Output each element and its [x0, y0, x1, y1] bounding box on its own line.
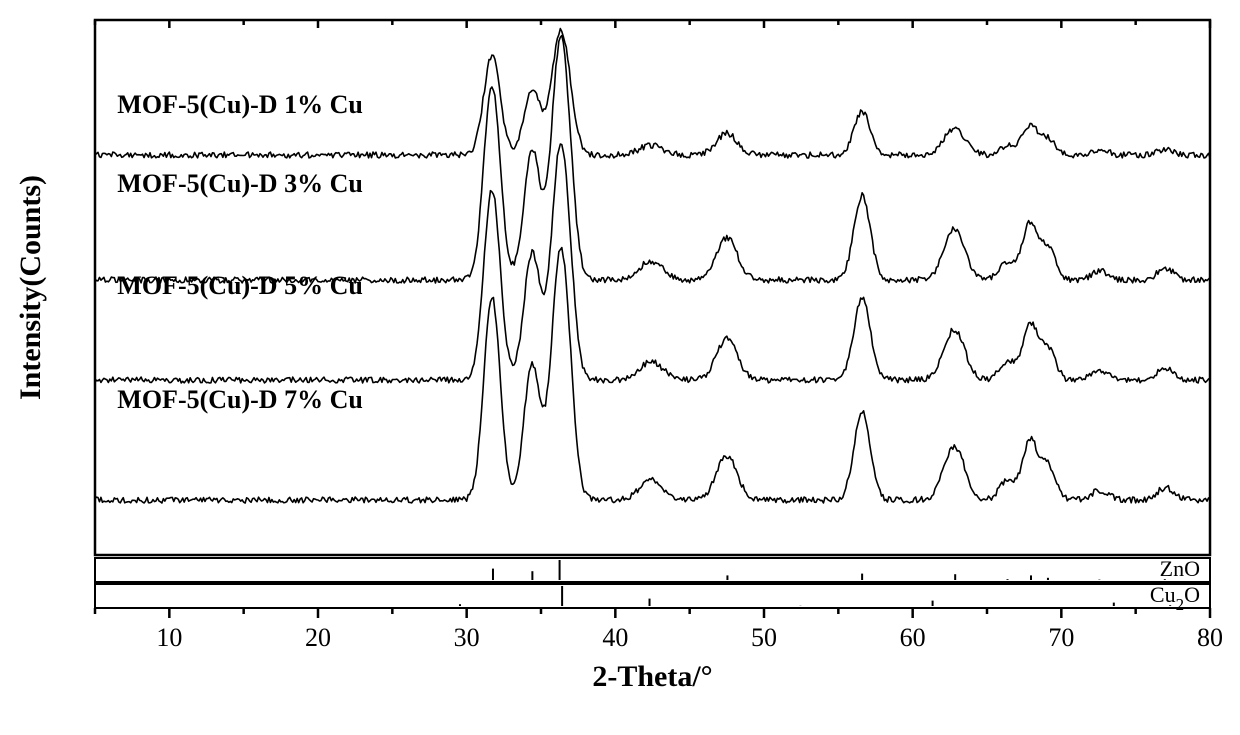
x-axis-label: 2-Theta/° [592, 660, 712, 693]
ref-panel-label: Cu2O [1150, 582, 1200, 614]
x-tick-label: 10 [156, 623, 182, 652]
xrd-figure-svg: 10 20 30 40 50 60 70 80 2-Theta/° Intensity(Count… [0, 0, 1240, 735]
x-tick-label: 50 [751, 623, 777, 652]
x-tick-label: 30 [454, 623, 480, 652]
x-tick-label: 40 [602, 623, 628, 652]
ref-panel-frame [95, 558, 1210, 582]
trace-label: MOF-5(Cu)-D 1% Cu [117, 90, 363, 119]
trace-label: MOF-5(Cu)-D 3% Cu [117, 169, 363, 198]
x-tick-label: 20 [305, 623, 331, 652]
ref-panel-label: ZnO [1160, 556, 1200, 581]
trace-label: MOF-5(Cu)-D 5% Cu [117, 271, 363, 300]
y-axis-label: Intensity(Counts) [14, 175, 47, 400]
xrd-trace [95, 36, 1210, 283]
ref-panel-frame [95, 584, 1210, 608]
trace-label: MOF-5(Cu)-D 7% Cu [117, 385, 363, 414]
x-tick-label: 80 [1197, 623, 1223, 652]
x-tick-label: 70 [1048, 623, 1074, 652]
x-tick-label: 60 [900, 623, 926, 652]
figure-stage: 10 20 30 40 50 60 70 80 2-Theta/° Intensity(Count… [0, 0, 1240, 735]
